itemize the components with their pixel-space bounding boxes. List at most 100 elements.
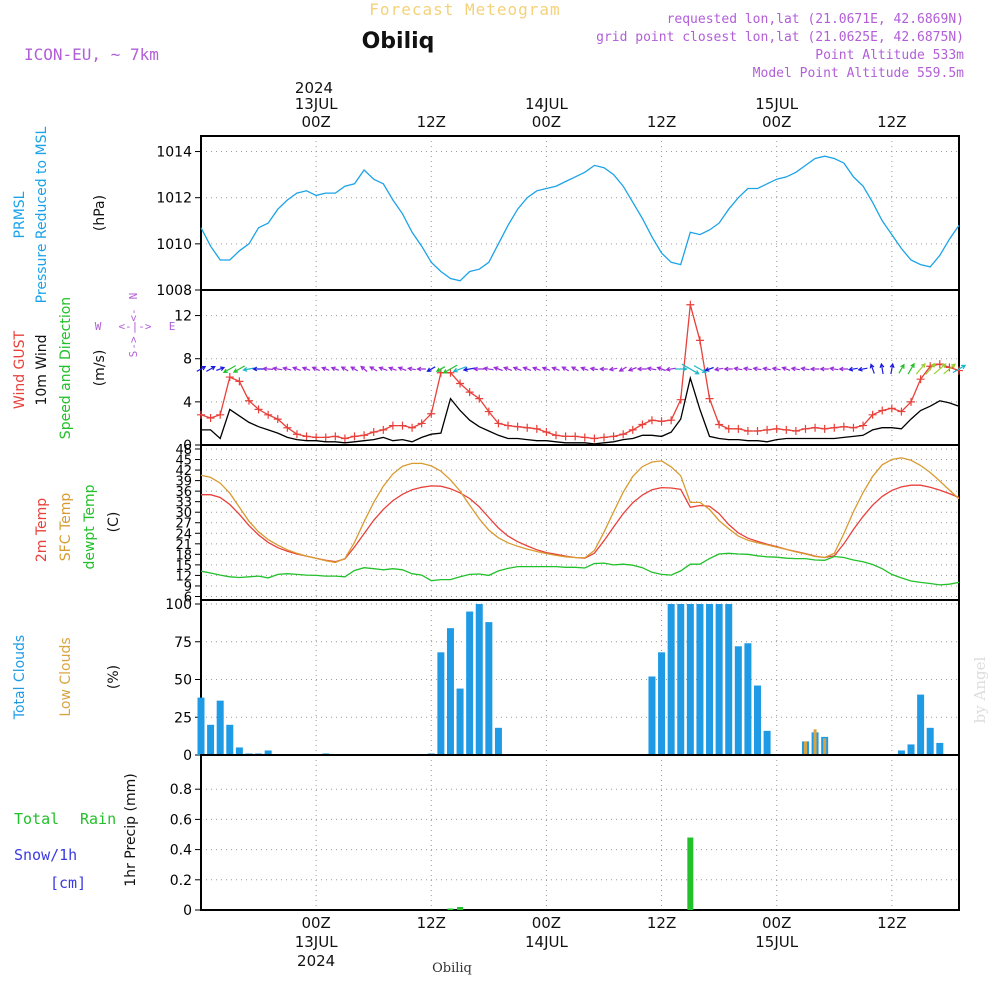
gust-marker [878, 406, 887, 415]
y-tick-label: 27 [175, 517, 192, 532]
total-cloud-bar [734, 646, 742, 755]
top-title: Forecast Meteogram [369, 0, 560, 19]
temp-labels: 2m Temp SFC Temp dewpt Temp (C) [34, 484, 122, 569]
gust-marker [782, 425, 791, 434]
bottom-year-label: 2024 [297, 952, 335, 970]
gust-marker [916, 375, 925, 384]
wind-arrow [762, 366, 771, 372]
gust-marker [724, 424, 733, 433]
top-hour-label: 00Z [301, 113, 330, 131]
compass-rose: N S W E <-|-> <- -> [95, 293, 176, 358]
panel-3: 0 25 50 75 100 [165, 597, 960, 764]
wind-labels: Wind GUST 10m Wind Speed and Direction (… [12, 297, 108, 439]
total-label: Total [14, 810, 59, 828]
total-cloud-bar [235, 747, 243, 755]
gust-marker [667, 416, 676, 425]
gust-marker [647, 416, 656, 425]
gust-marker [868, 410, 877, 419]
total-cloud-bar [754, 685, 762, 755]
y-tick-label: 0.2 [170, 873, 192, 889]
wind-arrow [416, 366, 426, 372]
series-line-2m-temp [201, 484, 960, 563]
gust-marker [216, 410, 225, 419]
wind-arrow [482, 366, 494, 372]
wind-arrow [752, 366, 762, 372]
wind-arrow [551, 366, 560, 372]
wind-arrow [503, 366, 513, 371]
wind-arrow [532, 366, 541, 372]
wind-arrow [627, 366, 637, 372]
gust-marker [369, 428, 378, 437]
bottom-hour-label: 00Z [532, 914, 561, 932]
y-tick-label: 48 [175, 443, 192, 458]
wind-arrow [618, 366, 627, 372]
gust-marker [494, 419, 503, 428]
y-tick-label: 42 [175, 464, 192, 479]
panels: 1008101010121014048126912151821242730333… [156, 135, 967, 919]
total-cloud-bar [456, 688, 464, 755]
panel-0: 1008 1010 1012 1014 [156, 135, 960, 299]
total-cloud-bar [706, 604, 714, 755]
bottom-hour-label: 12Z [647, 914, 676, 932]
wind-arrow [925, 362, 936, 375]
wind-arrow [397, 366, 407, 372]
y-tick-label: 0 [183, 903, 192, 919]
y-tick-label: 30 [175, 506, 192, 521]
total-cloud-bar [226, 724, 234, 755]
wind-arrow [907, 362, 915, 375]
compass-n: N [127, 293, 140, 300]
wind-arrow [790, 366, 801, 372]
y-tick-label: 12 [175, 569, 192, 584]
total-cloud-bar [446, 628, 454, 755]
ms-label: (m/s) [92, 350, 108, 387]
y-tick-label: 8 [183, 352, 192, 368]
total-cloud-bar [715, 604, 723, 755]
series-line-10m-wind [201, 375, 960, 445]
wind-arrow [665, 366, 676, 372]
y-tick-label: 0 [183, 748, 192, 764]
wind-arrow [800, 366, 810, 372]
compass-vert-bot: -> [127, 336, 140, 350]
gust-marker [695, 336, 704, 345]
gust-marker [753, 426, 762, 435]
speed-dir-label: Speed and Direction [58, 297, 74, 439]
y-tick-label: 39 [175, 475, 192, 490]
gust-marker [907, 397, 916, 406]
c-label: (C) [106, 512, 122, 533]
total-cloud-bar [763, 730, 771, 755]
gust-marker [791, 426, 800, 435]
total-cloud-bar [725, 604, 733, 755]
total-cloud-bar [677, 604, 685, 755]
y-tick-label: 18 [175, 548, 192, 563]
top-date-label: 14JUL [525, 95, 568, 113]
footer-location: Obiliq [432, 961, 472, 976]
wind-arrow [589, 366, 598, 372]
gust-marker [580, 433, 589, 442]
y-tick-label: 9 [184, 580, 192, 595]
total-cloud-bar [494, 727, 502, 755]
pressure-labels: PRMSL Pressure Reduced to MSL (hPa) [12, 126, 108, 303]
gust-marker [849, 423, 858, 432]
gust-marker [264, 410, 273, 419]
bottom-date-label: 15JUL [755, 933, 798, 951]
wind-arrow [580, 366, 589, 372]
gust-marker [897, 407, 906, 416]
bottom-hour-label: 12Z [877, 914, 906, 932]
compass-e: E [169, 320, 176, 333]
precip-labels: Total Rain Snow/1h [cm] 1hr Precip (mm) [14, 773, 139, 892]
wind-arrow [493, 366, 503, 372]
wind-arrow [369, 366, 378, 372]
gust-marker [292, 430, 301, 439]
y-tick-label: 6 [184, 590, 192, 605]
gust-marker [456, 379, 465, 388]
gust-marker [408, 423, 417, 432]
total-cloud-bar [216, 700, 224, 755]
y-tick-label: 45 [175, 454, 192, 469]
wind10-label: 10m Wind [34, 334, 50, 405]
series-line-sfc-temp [200, 457, 960, 564]
gust-marker [839, 422, 848, 431]
gust-marker [657, 417, 666, 426]
wind-arrow [781, 366, 791, 372]
wind-arrow [442, 364, 458, 374]
total-cloud-bar [936, 742, 944, 755]
